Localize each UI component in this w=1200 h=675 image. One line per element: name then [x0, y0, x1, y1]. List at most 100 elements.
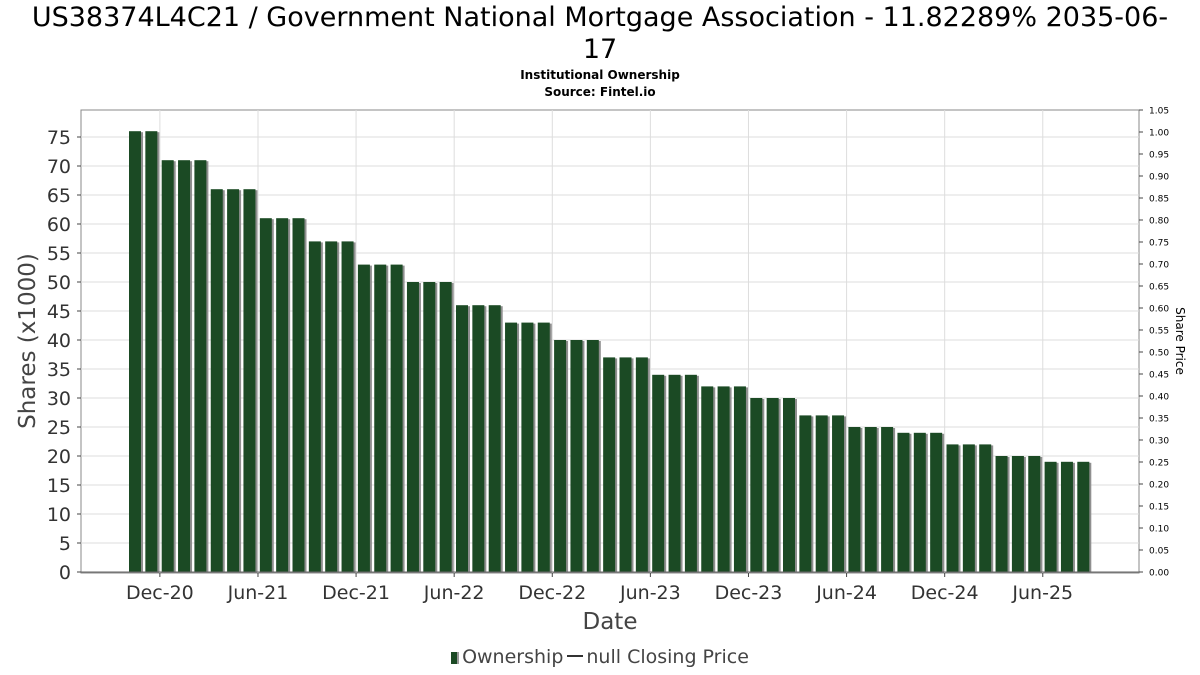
ownership-bar[interactable]	[1028, 456, 1043, 572]
y2-tick-label: 0.05	[1149, 547, 1169, 557]
bar-fill	[505, 322, 518, 572]
legend-price[interactable]: null Closing Price	[586, 646, 749, 668]
bar-fill	[799, 415, 812, 572]
ownership-bar[interactable]	[962, 444, 977, 572]
ownership-bar[interactable]	[946, 444, 961, 572]
bar-fill	[766, 398, 779, 572]
bar-fill	[390, 264, 403, 572]
bar-fill	[1060, 461, 1073, 572]
ownership-bar[interactable]	[832, 415, 847, 572]
ownership-bar[interactable]	[766, 398, 781, 572]
chart-title: US38374L4C21 / Government National Mortg…	[0, 2, 1200, 66]
ownership-bar[interactable]	[717, 386, 732, 572]
ownership-bar[interactable]	[701, 386, 716, 572]
ownership-bar[interactable]	[1060, 461, 1075, 572]
y-tick-label: 30	[47, 388, 71, 410]
ownership-bar[interactable]	[586, 340, 601, 572]
ownership-bar[interactable]	[897, 432, 912, 572]
bar-fill	[881, 427, 894, 572]
ownership-bar[interactable]	[505, 322, 520, 572]
ownership-bar[interactable]	[406, 282, 421, 572]
ownership-bar[interactable]	[194, 160, 209, 572]
ownership-bar[interactable]	[341, 241, 356, 572]
bar-fill	[161, 160, 174, 572]
bar-fill	[864, 427, 877, 572]
ownership-bar[interactable]	[652, 374, 667, 572]
ownership-bar[interactable]	[1044, 461, 1059, 572]
bar-fill	[554, 340, 567, 572]
ownership-bar[interactable]	[881, 427, 896, 572]
bar-fill	[897, 432, 910, 572]
ownership-bar[interactable]	[864, 427, 879, 572]
y2-tick-label: 0.70	[1149, 261, 1169, 271]
bar-fill	[227, 189, 240, 572]
ownership-bar[interactable]	[521, 322, 536, 572]
ownership-bar[interactable]	[439, 282, 454, 572]
bar-fill	[341, 241, 354, 572]
y2-tick-label: 0.80	[1149, 217, 1169, 227]
ownership-bar[interactable]	[848, 427, 863, 572]
y-tick-label: 0	[59, 562, 71, 584]
ownership-bar[interactable]	[783, 398, 797, 572]
bar-fill	[783, 398, 795, 572]
ownership-bar[interactable]	[308, 241, 323, 572]
ownership-bar[interactable]	[635, 357, 650, 572]
ownership-bar[interactable]	[619, 357, 634, 572]
ownership-bar[interactable]	[129, 131, 143, 572]
y-tick-label: 15	[47, 475, 71, 497]
ownership-bar[interactable]	[554, 340, 569, 572]
ownership-bar[interactable]	[995, 456, 1010, 572]
y2-tick-label: 0.55	[1149, 327, 1169, 337]
bar-fill	[472, 305, 485, 572]
ownership-bar[interactable]	[357, 264, 372, 572]
ownership-bar[interactable]	[423, 282, 438, 572]
ownership-swatch-icon	[451, 652, 460, 664]
ownership-bar[interactable]	[210, 189, 225, 572]
ownership-bar[interactable]	[161, 160, 176, 572]
bar-fill	[848, 427, 861, 572]
ownership-bar[interactable]	[374, 264, 389, 572]
ownership-bar[interactable]	[1077, 461, 1092, 572]
bar-fill	[815, 415, 828, 572]
ownership-bar[interactable]	[456, 305, 470, 572]
ownership-bar[interactable]	[570, 340, 585, 572]
bar-fill	[129, 131, 141, 572]
bar-fill	[603, 357, 616, 572]
ownership-bar[interactable]	[276, 218, 291, 572]
ownership-bar[interactable]	[1011, 456, 1026, 572]
ownership-bar[interactable]	[979, 444, 994, 572]
ownership-bar[interactable]	[472, 305, 487, 572]
y-tick-label: 55	[47, 243, 71, 265]
ownership-bar[interactable]	[227, 189, 242, 572]
y2-tick-label: 0.85	[1149, 195, 1169, 205]
ownership-bar[interactable]	[913, 432, 928, 572]
ownership-bar[interactable]	[325, 241, 340, 572]
x-tick-label: Dec-24	[911, 582, 979, 604]
ownership-bar[interactable]	[930, 432, 945, 572]
y-tick-label: 25	[47, 417, 71, 439]
bar-fill	[652, 374, 665, 572]
ownership-bar[interactable]	[488, 305, 503, 572]
ownership-bar[interactable]	[390, 264, 405, 572]
ownership-bar[interactable]	[178, 160, 193, 572]
ownership-bar[interactable]	[684, 374, 699, 572]
ownership-bar[interactable]	[733, 386, 748, 572]
y2-tick-label: 0.50	[1149, 349, 1169, 359]
ownership-bar[interactable]	[145, 131, 160, 572]
ownership-bar[interactable]	[243, 189, 258, 572]
y2-axis-title: Share Price	[1173, 307, 1187, 375]
ownership-bar[interactable]	[799, 415, 814, 572]
bar-fill	[406, 282, 419, 572]
legend-ownership[interactable]: Ownership	[462, 646, 564, 668]
ownership-bar[interactable]	[750, 398, 765, 572]
ownership-bar[interactable]	[668, 374, 683, 572]
ownership-bar[interactable]	[292, 218, 307, 572]
bar-fill	[374, 264, 387, 572]
ownership-bar[interactable]	[603, 357, 618, 572]
y-tick-label: 50	[47, 272, 71, 294]
ownership-bar[interactable]	[815, 415, 830, 572]
ownership-bar[interactable]	[537, 322, 552, 572]
y2-tick-label: 0.65	[1149, 283, 1169, 293]
y2-tick-label: 0.00	[1149, 569, 1169, 579]
ownership-bar[interactable]	[259, 218, 274, 572]
